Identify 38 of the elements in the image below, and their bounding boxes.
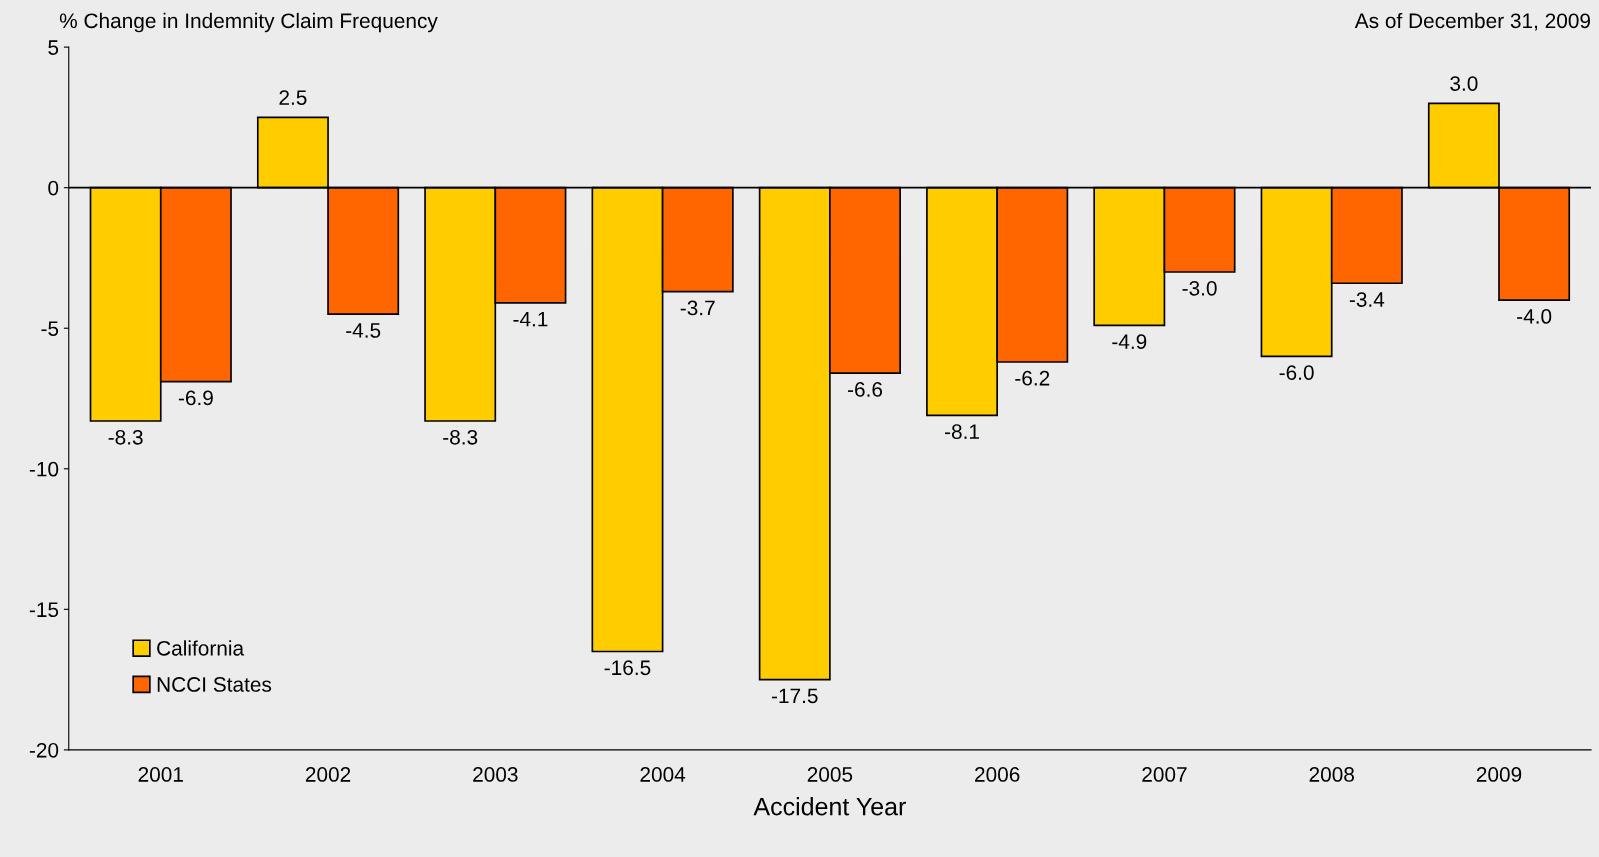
x-tick-label: 2003 — [473, 767, 518, 782]
data-label: -6.6 — [847, 382, 883, 397]
y-axis-title: % Change in Indemnity Claim Frequency — [59, 12, 438, 33]
x-tick-label: 2009 — [1476, 767, 1522, 782]
data-label: -3.7 — [680, 300, 715, 316]
x-tick-label: 2006 — [975, 767, 1020, 782]
y-tick-label: -20 — [29, 742, 59, 758]
data-label: -3.0 — [1182, 280, 1217, 296]
data-label: -4.5 — [346, 323, 381, 338]
data-label: -8.3 — [108, 429, 143, 445]
data-label: -8.1 — [945, 424, 979, 440]
data-label: -6.2 — [1015, 370, 1050, 386]
data-label: 2.5 — [279, 90, 307, 105]
data-label: -8.3 — [443, 429, 478, 445]
legend-label: NCCI States — [157, 677, 272, 692]
x-tick-label: 2004 — [640, 767, 686, 782]
data-label: -3.4 — [1349, 292, 1385, 307]
data-label: -17.5 — [771, 688, 818, 704]
legend-label: California — [157, 640, 245, 656]
x-tick-label: 2007 — [1142, 767, 1187, 782]
data-label: -4.0 — [1517, 309, 1552, 324]
data-label: -6.9 — [178, 390, 213, 406]
x-tick-label: 2008 — [1309, 767, 1354, 782]
x-axis-title: Accident Year — [753, 797, 906, 816]
y-tick-label: -10 — [29, 461, 59, 477]
x-tick-label: 2002 — [305, 767, 351, 782]
x-tick-label: 2001 — [138, 767, 183, 782]
y-tick-label: -5 — [41, 321, 59, 336]
data-label: -16.5 — [604, 660, 651, 676]
x-tick-label: 2005 — [807, 767, 853, 782]
y-tick-label: 5 — [48, 40, 59, 55]
y-tick-label: 0 — [48, 180, 59, 196]
text: As of December 31, 2009 — [1354, 12, 1591, 31]
data-label: -4.1 — [513, 312, 548, 327]
data-label: 3.0 — [1450, 76, 1478, 91]
data-label: -6.0 — [1279, 365, 1314, 380]
data-label: -4.9 — [1112, 334, 1147, 350]
y-tick-label: -15 — [29, 602, 59, 618]
